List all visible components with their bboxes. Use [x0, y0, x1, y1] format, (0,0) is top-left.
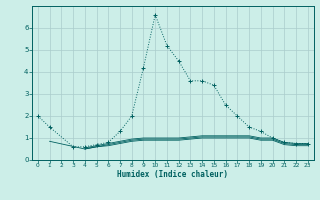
X-axis label: Humidex (Indice chaleur): Humidex (Indice chaleur) [117, 170, 228, 179]
